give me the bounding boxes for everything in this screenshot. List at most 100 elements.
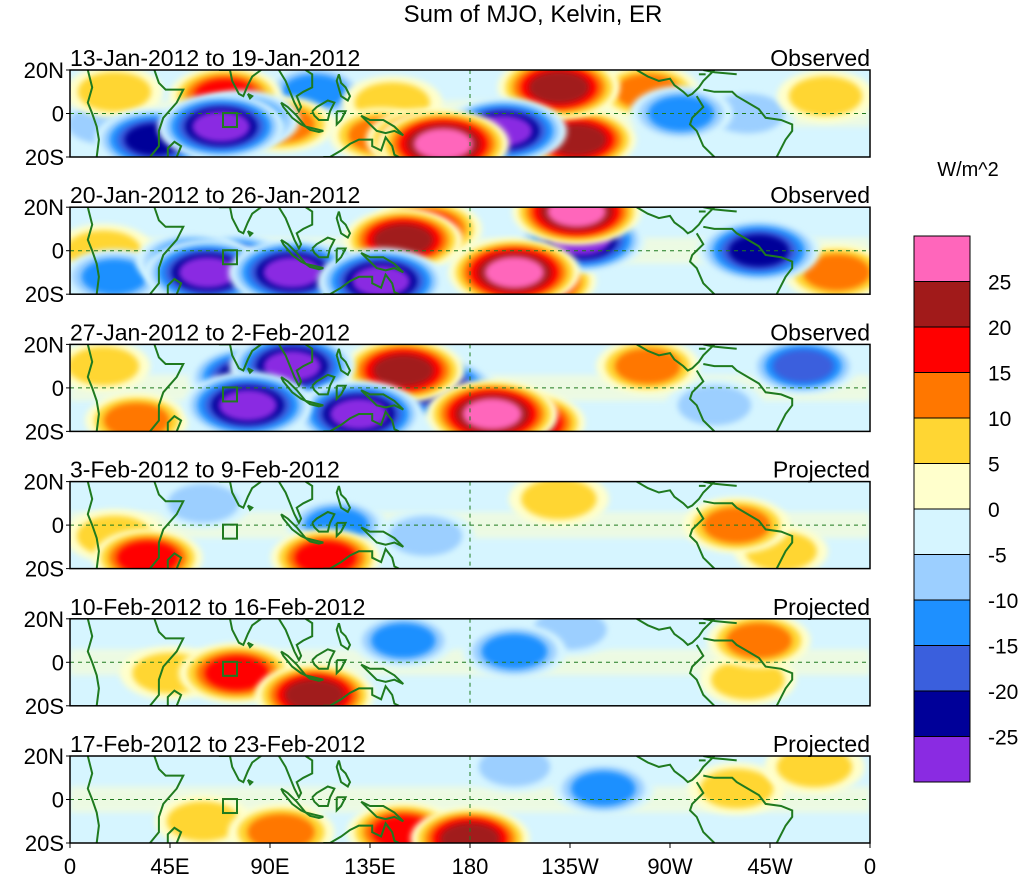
colorbar-tick-label: 20 [988, 317, 1011, 340]
panel-status: Observed [770, 319, 870, 345]
coastlines [86, 756, 794, 843]
colorbar-tick-label: -20 [988, 681, 1018, 704]
y-tick-label: 0 [52, 239, 64, 264]
panel-2: 20N 0 20S 20-Jan-2012 to 26-Jan-2012 Observe… [24, 182, 871, 307]
panel-status: Projected [773, 731, 870, 757]
coastlines [86, 344, 794, 432]
x-axis: 0 45E 90E 135E 180 135W 90W 45W 0 [64, 843, 876, 879]
anomaly-17 [157, 93, 285, 157]
y-tick-label: 20N [24, 58, 64, 83]
chart-title: Sum of MJO, Kelvin, ER [404, 1, 663, 28]
anomaly-8 [254, 663, 375, 706]
colorbar-tick-label: -15 [988, 636, 1018, 659]
y-tick-label: 20N [24, 744, 64, 769]
y-tick-label: 20S [25, 557, 64, 582]
colorbar-swatch [913, 281, 971, 328]
coastlines [86, 207, 794, 295]
panel-status: Observed [770, 45, 870, 71]
colorbar-swatch [913, 417, 971, 464]
anomaly-19 [377, 109, 510, 157]
colorbar-swatch [913, 326, 971, 373]
colorbar-tick-label: 10 [988, 408, 1011, 431]
y-tick-label: 20S [25, 694, 64, 719]
x-tick-label: 90W [647, 854, 692, 879]
colorbar-tick-label: 0 [988, 499, 1000, 522]
y-tick-label: 20N [24, 607, 64, 632]
y-tick-label: 20S [25, 419, 64, 444]
colorbar-swatch [913, 508, 971, 555]
panel-4: 20N 0 20S 3-Feb-2012 to 9-Feb-2012 Projected [24, 457, 871, 582]
panel-status: Projected [773, 457, 870, 483]
anomaly-field [70, 70, 870, 157]
anomaly-4 [553, 761, 654, 816]
anomaly-4 [353, 618, 454, 668]
y-tick-label: 20S [25, 282, 64, 307]
colorbar-swatch [913, 235, 971, 282]
coastlines [86, 481, 794, 569]
panel-5: 20N 0 20S 10-Feb-2012 to 16-Feb-2012 Project… [24, 594, 871, 719]
anomaly-5 [462, 623, 567, 680]
panel-1: 20N 0 20S 13-Jan-2012 to 19-Jan-2012 Observe… [24, 45, 871, 170]
anomaly-1 [467, 756, 562, 793]
x-tick-label: 180 [452, 854, 489, 879]
anomaly-8 [92, 528, 203, 569]
x-tick-label: 45E [150, 854, 189, 879]
anomaly-15 [512, 207, 642, 246]
anomaly-13 [426, 379, 559, 432]
colorbar-swatch [913, 645, 971, 692]
x-tick-label: 0 [64, 854, 76, 879]
x-tick-label: 0 [864, 854, 876, 879]
colorbar-tick-label: 15 [988, 363, 1011, 386]
anomaly-12 [183, 371, 313, 432]
y-tick-label: 20N [24, 332, 64, 357]
x-tick-label: 135E [344, 854, 395, 879]
panel-6: 20N 0 20S 17-Feb-2012 to 23-Feb-2012 Project… [24, 731, 871, 856]
panel-period: 27-Jan-2012 to 2-Feb-2012 [70, 319, 350, 345]
colorbar-tick-label: -10 [988, 590, 1018, 613]
anomaly-1 [156, 481, 251, 529]
y-tick-label: 20N [24, 470, 64, 495]
anomaly-9 [270, 528, 381, 569]
panel-status: Projected [773, 594, 870, 620]
panel-period: 17-Feb-2012 to 23-Feb-2012 [70, 731, 365, 757]
anomaly-3 [377, 509, 474, 563]
colorbar-swatch [913, 463, 971, 510]
anomaly-16 [448, 238, 581, 295]
colorbar-swatch [913, 372, 971, 419]
panel-period: 13-Jan-2012 to 19-Jan-2012 [70, 45, 360, 71]
coastlines [86, 70, 794, 157]
colorbar-tick-label: -5 [988, 545, 1007, 568]
colorbar-tick-label: 5 [988, 454, 1000, 477]
anomaly-6 [707, 618, 811, 669]
anomaly-6 [227, 803, 335, 843]
anomaly-2 [70, 70, 163, 118]
panel-3: 20N 0 20S 27-Jan-2012 to 2-Feb-2012 Observed [24, 319, 871, 444]
colorbar-swatch [913, 736, 971, 783]
anomaly-7 [346, 802, 460, 843]
y-tick-label: 20N [24, 195, 64, 220]
y-tick-label: 20S [25, 145, 64, 170]
y-tick-label: 0 [52, 376, 64, 401]
anomaly-4 [777, 70, 870, 123]
x-tick-label: 135W [541, 854, 599, 879]
panel-period: 20-Jan-2012 to 26-Jan-2012 [70, 182, 360, 208]
y-tick-label: 0 [52, 513, 64, 538]
colorbar-swatch [913, 554, 971, 601]
colorbar-tick-label: 25 [988, 272, 1011, 295]
y-tick-label: 0 [52, 788, 64, 813]
panels: 20N 0 20S 13-Jan-2012 to 19-Jan-2012 Observe… [24, 45, 871, 856]
panel-period: 3-Feb-2012 to 9-Feb-2012 [70, 457, 340, 483]
x-tick-label: 45W [747, 854, 792, 879]
colorbar: W/m^2 25 20 15 10 5 0 -5 -10 -15 -20 -25 [913, 159, 1018, 783]
panel-status: Observed [770, 182, 870, 208]
colorbar-swatch [913, 690, 971, 737]
anomaly-6 [508, 481, 609, 526]
colorbar-tick-label: -25 [988, 727, 1018, 750]
colorbar-units: W/m^2 [937, 159, 999, 181]
coastlines [86, 618, 794, 706]
y-tick-label: 0 [52, 650, 64, 675]
x-tick-label: 90E [250, 854, 289, 879]
colorbar-swatch [913, 599, 971, 646]
y-tick-label: 20S [25, 831, 64, 856]
